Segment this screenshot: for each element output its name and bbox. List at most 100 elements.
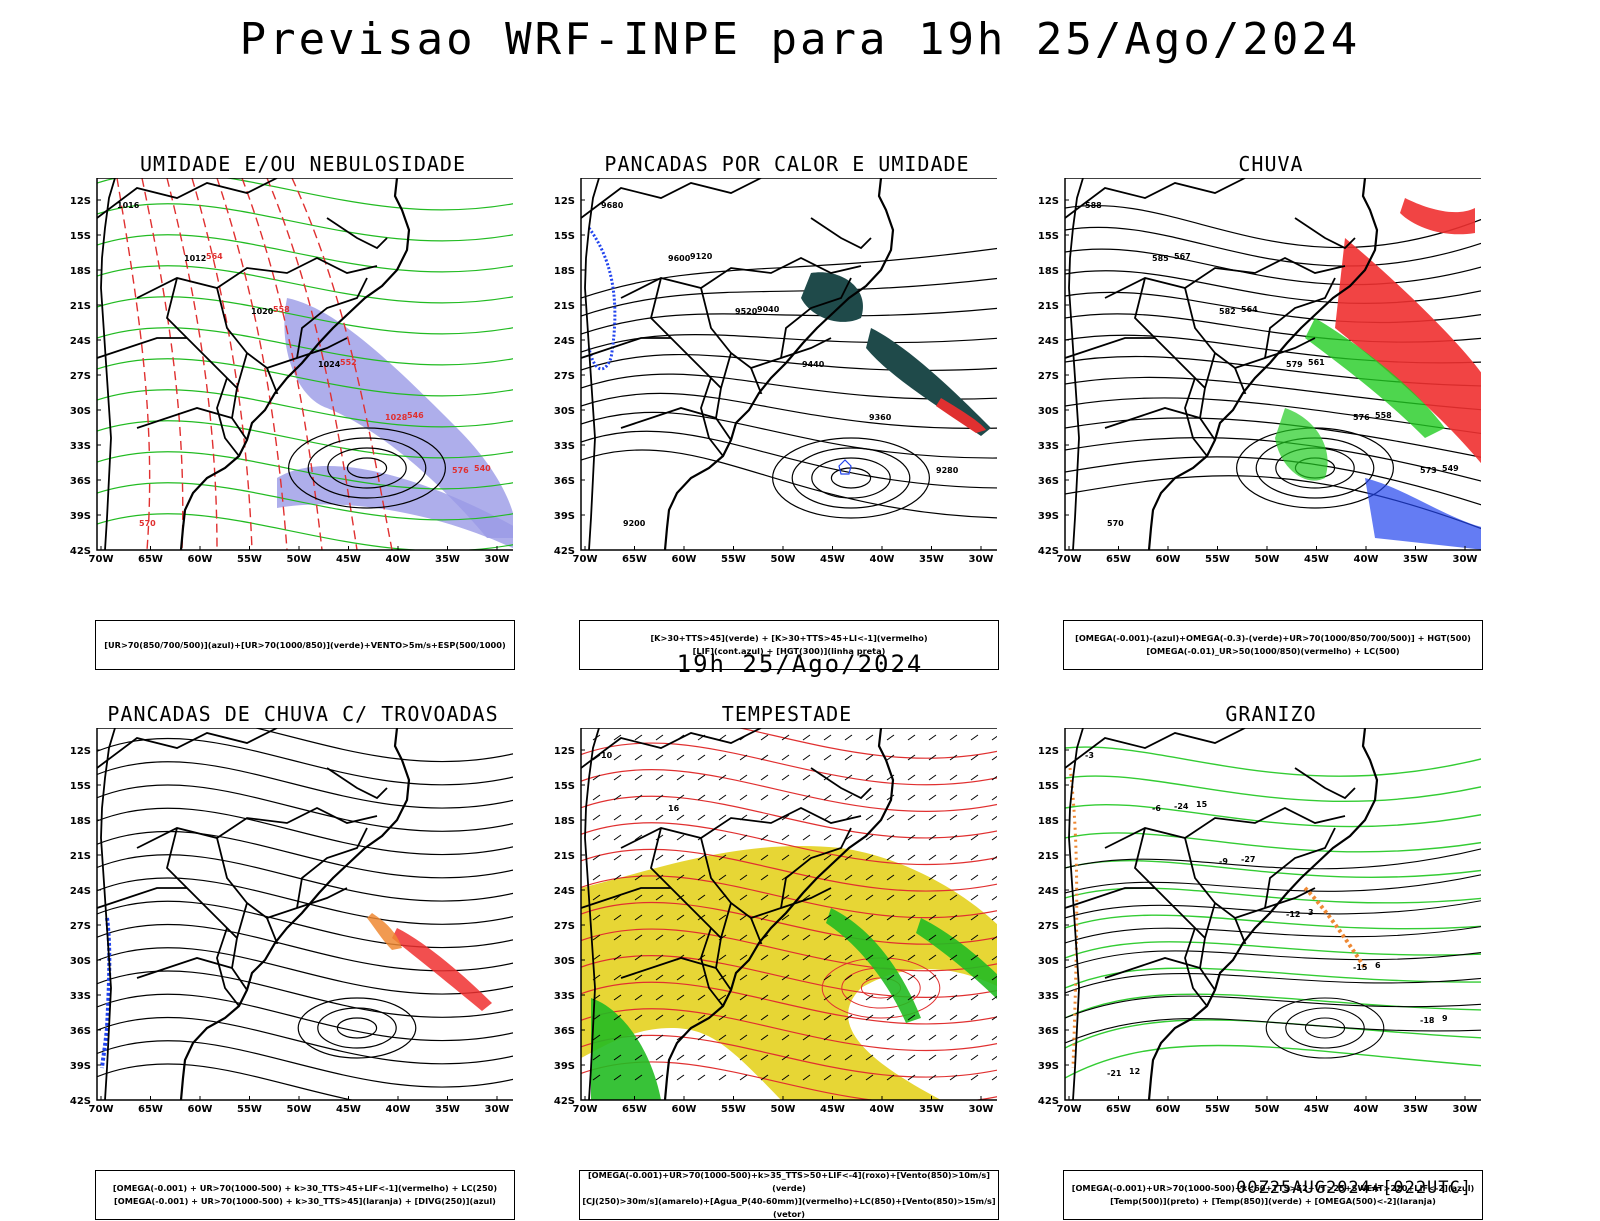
lat-tick-label: 27S	[1038, 371, 1059, 382]
lon-tick-label: 70W	[1057, 1104, 1082, 1115]
contour-label: 540	[474, 464, 491, 473]
lon-tick-label: 35W	[435, 554, 460, 565]
lon-tick-label: 70W	[1057, 554, 1082, 565]
lon-tick-label: 70W	[573, 1104, 598, 1115]
lon-tick-label: 65W	[622, 1104, 647, 1115]
lat-tick-label: 12S	[1038, 746, 1059, 757]
lat-tick-label: 36S	[1038, 476, 1059, 487]
lat-tick-label: 12S	[70, 746, 91, 757]
contour-label: 9120	[690, 252, 713, 261]
lat-tick-label: 15S	[554, 231, 575, 242]
lat-tick-label: 18S	[1038, 266, 1059, 277]
lat-tick-label: 15S	[70, 781, 91, 792]
lat-tick-label: 33S	[70, 991, 91, 1002]
lat-tick-label: 18S	[1038, 816, 1059, 827]
legend-caption-line: [Temp(500)](preto) + [Temp(850)](verde) …	[1110, 1196, 1436, 1206]
legend-caption: [OMEGA(-0.001) + UR>70(1000-500) + k>30_…	[95, 1170, 515, 1220]
contour-label: -21	[1107, 1069, 1122, 1078]
forecast-map: 1016 1012 1020 1024 1028 576 570 564 558 552 546 54…	[70, 178, 513, 565]
lon-tick-label: 65W	[1106, 1104, 1131, 1115]
contour-label: 3	[1308, 908, 1314, 917]
lon-tick-label: 60W	[188, 1104, 213, 1115]
lat-tick-label: 12S	[554, 746, 575, 757]
contour-label: -12	[1286, 910, 1300, 919]
lat-tick-label: 36S	[554, 476, 575, 487]
lon-tick-label: 40W	[870, 554, 895, 565]
legend-caption-line: [OMEGA(-0.001) + UR>70(1000-500) + k>30_…	[112, 1183, 498, 1193]
contour-label: 9360	[869, 413, 892, 422]
lat-tick-label: 42S	[1038, 546, 1059, 557]
lat-tick-label: 36S	[70, 1026, 91, 1037]
panel-title: PANCADAS POR CALOR E UMIDADE	[604, 152, 970, 176]
lat-tick-label: 36S	[1038, 1026, 1059, 1037]
panel-trovoadas: PANCADAS DE CHUVA C/ TROVOADAS 12S 15S 18S 2…	[53, 702, 553, 1220]
legend-caption: [OMEGA(-0.001)+UR>70(1000-500)+k<60+TTS>…	[1063, 1170, 1483, 1220]
panel-title: TEMPESTADE	[721, 702, 853, 726]
lat-tick-label: 12S	[554, 196, 575, 207]
contour-label: 1024	[318, 360, 341, 369]
contour-label: 564	[206, 252, 223, 261]
legend-caption-line: [LIF](cont.azul) + [HGT(300)](linha pret…	[692, 646, 886, 656]
lat-tick-label: 30S	[554, 956, 575, 967]
lat-tick-label: 27S	[1038, 921, 1059, 932]
contour-label: 1012	[184, 254, 206, 263]
valid-time-title: 19h 25/Ago/2024	[676, 650, 924, 678]
contour-label: -6	[1152, 804, 1161, 813]
contour-label: 564	[1241, 305, 1258, 314]
legend-caption-line: [K>30+TTS>45](verde) + [K>30+TTS>45+LI<-…	[650, 633, 928, 643]
contour-label: 546	[407, 411, 424, 420]
contour-label: 6	[1375, 961, 1381, 970]
lon-tick-label: 30W	[1453, 1104, 1478, 1115]
panel-title: CHUVA	[1238, 152, 1304, 176]
lat-tick-label: 15S	[1038, 231, 1059, 242]
lat-tick-label: 33S	[554, 441, 575, 452]
panel-granizo: GRANIZO -3 -6 -9 -12 -15 -18 -21 -24 -27 3 6 9 12 15 12…	[1021, 702, 1521, 1220]
contour-label: -24	[1174, 802, 1189, 811]
lat-tick-label: 33S	[554, 991, 575, 1002]
lon-tick-label: 35W	[1403, 1104, 1428, 1115]
contour-label: 549	[1442, 464, 1459, 473]
lat-tick-label: 42S	[1038, 1096, 1059, 1107]
main-title: Previsao WRF-INPE para 19h 25/Ago/2024	[239, 14, 1361, 65]
lat-tick-label: 12S	[1038, 196, 1059, 207]
lat-tick-label: 15S	[554, 781, 575, 792]
lon-tick-label: 65W	[138, 554, 163, 565]
forecast-map: -3 -6 -9 -12 -15 -18 -21 -24 -27 3 6 9 12 15 12S 15S 18S…	[1038, 728, 1481, 1115]
lat-tick-label: 12S	[70, 196, 91, 207]
legend-caption-line: [OMEGA(-0.01)_UR>50(1000/850)(vermelho) …	[1146, 646, 1400, 656]
lat-tick-label: 42S	[554, 1096, 575, 1107]
lon-tick-label: 40W	[1354, 554, 1379, 565]
lat-tick-label: 24S	[1038, 886, 1059, 897]
lon-tick-label: 55W	[237, 554, 262, 565]
contour-label: 10	[601, 751, 613, 760]
lon-tick-label: 45W	[336, 1104, 361, 1115]
contour-label: 558	[1375, 411, 1392, 420]
legend-caption: [K>30+TTS>45](verde) + [K>30+TTS>45+LI<-…	[579, 620, 999, 670]
forecast-map: 588 585 582 579 576 573 570 567 564 561 558 549 12S 1…	[1038, 178, 1481, 565]
contour-label: 9	[1442, 1014, 1448, 1023]
lat-tick-label: 15S	[1038, 781, 1059, 792]
lon-tick-label: 35W	[919, 1104, 944, 1115]
legend-caption: [OMEGA(-0.001)+UR>70(1000-500)+k>35_TTS>…	[579, 1170, 999, 1220]
lon-tick-label: 65W	[1106, 554, 1131, 565]
forecast-map: 9680 9600 9520 9440 9360 9280 9200 9120 9040 12S 1…	[554, 178, 997, 565]
lon-tick-label: 40W	[870, 1104, 895, 1115]
lon-tick-label: 60W	[1156, 554, 1181, 565]
forecast-map: 10 16 12S 15S 18S 21S 24S 27S 30S 33S 36S 39S 42S70W…	[554, 728, 997, 1115]
lon-tick-label: 55W	[721, 554, 746, 565]
lat-tick-label: 42S	[70, 546, 91, 557]
panel-chuva: CHUVA 588 585 582 579 576 573 570 567 564 561 558 54…	[1021, 152, 1521, 670]
contour-label: 582	[1219, 307, 1236, 316]
lon-tick-label: 60W	[672, 554, 697, 565]
legend-caption-line: [OMEGA(-0.001) + UR>70(1000-500) + k>30_…	[114, 1196, 496, 1206]
contour-label: 15	[1196, 800, 1208, 809]
lat-tick-label: 18S	[70, 266, 91, 277]
contour-label: 1020	[251, 307, 274, 316]
lon-tick-label: 45W	[336, 554, 361, 565]
lon-tick-label: 55W	[237, 1104, 262, 1115]
contour-label: 570	[1107, 519, 1124, 528]
lon-tick-label: 50W	[771, 1104, 796, 1115]
lon-tick-label: 55W	[1205, 554, 1230, 565]
lat-tick-label: 30S	[1038, 406, 1059, 417]
contour-label: 9440	[802, 360, 825, 369]
